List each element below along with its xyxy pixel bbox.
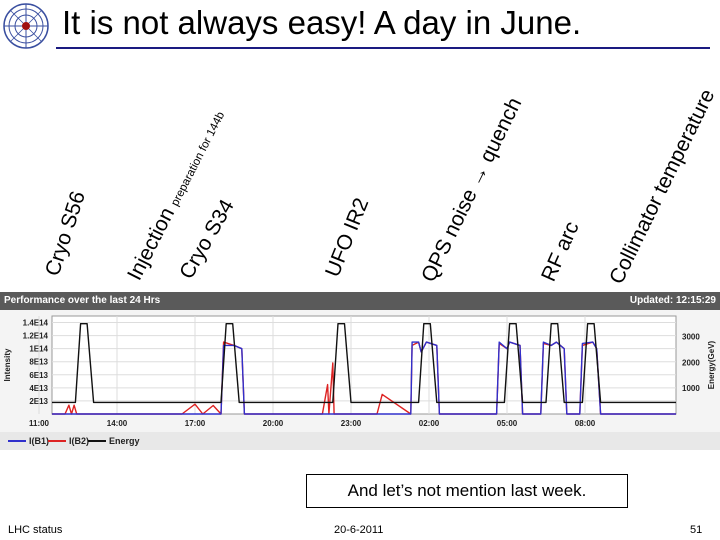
x-tick-label: 08:00: [575, 419, 596, 428]
annotation-cryo-s56: Cryo S56: [41, 188, 90, 279]
x-tick-label: 11:00: [29, 419, 50, 428]
x-tick-label: 20:00: [263, 419, 284, 428]
annotation-injection: Injection preparation for 144b: [123, 110, 228, 284]
x-tick-label: 14:00: [107, 419, 128, 428]
legend-ib1: I(B1): [8, 436, 49, 446]
cern-logo: [3, 3, 49, 49]
y-right-tick-label: 1000: [682, 384, 700, 393]
legend-ib2: I(B2): [48, 436, 89, 446]
y-left-tick-label: 1.4E14: [23, 319, 49, 328]
page-number: 51: [690, 524, 703, 536]
chart-header: Performance over the last 24 Hrs Updated…: [0, 292, 720, 310]
legend-energy: Energy: [88, 436, 140, 446]
chart-legend: I(B1) I(B2) Energy: [0, 432, 720, 450]
x-tick-label: 02:00: [419, 419, 440, 428]
annotation-injection-detail: preparation for 144b: [169, 110, 228, 209]
y-left-axis-label: Intensity: [3, 348, 12, 381]
chart-updated-time: Updated: 12:15:29: [629, 295, 716, 306]
footer-left: LHC status: [8, 524, 63, 536]
annotation-qps-noise: QPS noise → quench: [417, 94, 527, 286]
performance-chart-panel: Performance over the last 24 Hrs Updated…: [0, 292, 720, 450]
y-left-tick-label: 1.2E14: [23, 332, 49, 341]
plot-area: [51, 315, 677, 415]
series-line-energy: [52, 322, 676, 404]
slide-title: It is not always easy! A day in June.: [62, 4, 582, 41]
footer-date: 20-6-2011: [334, 524, 384, 536]
performance-plot: 1.4E141.2E141E148E136E134E132E1310002000…: [0, 310, 720, 432]
x-tick-label: 23:00: [341, 419, 362, 428]
y-right-axis-label: Energy(GeV): [707, 340, 716, 389]
annotation-ufo-ir2: UFO IR2: [321, 194, 374, 281]
chart-title: Performance over the last 24 Hrs: [4, 295, 161, 306]
x-tick-label: 17:00: [185, 419, 206, 428]
y-right-tick-label: 3000: [682, 333, 700, 342]
series-line-ib1: [52, 341, 676, 415]
annotation-rf-arc: RF arc: [537, 218, 584, 285]
x-tick-label: 05:00: [497, 419, 518, 428]
annotation-cryo-s34: Cryo S34: [175, 195, 239, 283]
title-divider: [56, 47, 710, 49]
y-right-tick-label: 2000: [682, 358, 700, 367]
note-box: And let’s not mention last week.: [306, 474, 628, 508]
annotation-collimator-temperature: Collimator temperature: [605, 85, 720, 288]
